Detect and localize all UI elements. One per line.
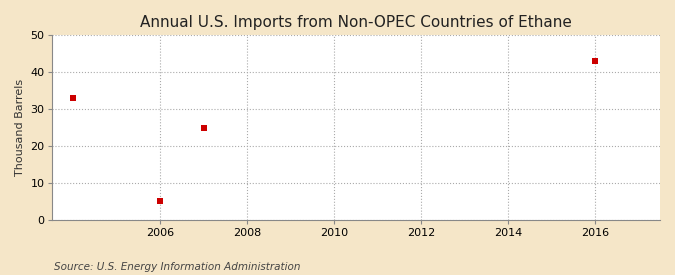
Point [68, 96, 79, 100]
Text: Source: U.S. Energy Information Administration: Source: U.S. Energy Information Administ… [54, 262, 300, 272]
Point [198, 125, 209, 130]
Point [155, 199, 165, 204]
Title: Annual U.S. Imports from Non-OPEC Countries of Ethane: Annual U.S. Imports from Non-OPEC Countr… [140, 15, 572, 30]
Point [589, 59, 600, 63]
Y-axis label: Thousand Barrels: Thousand Barrels [15, 79, 25, 176]
